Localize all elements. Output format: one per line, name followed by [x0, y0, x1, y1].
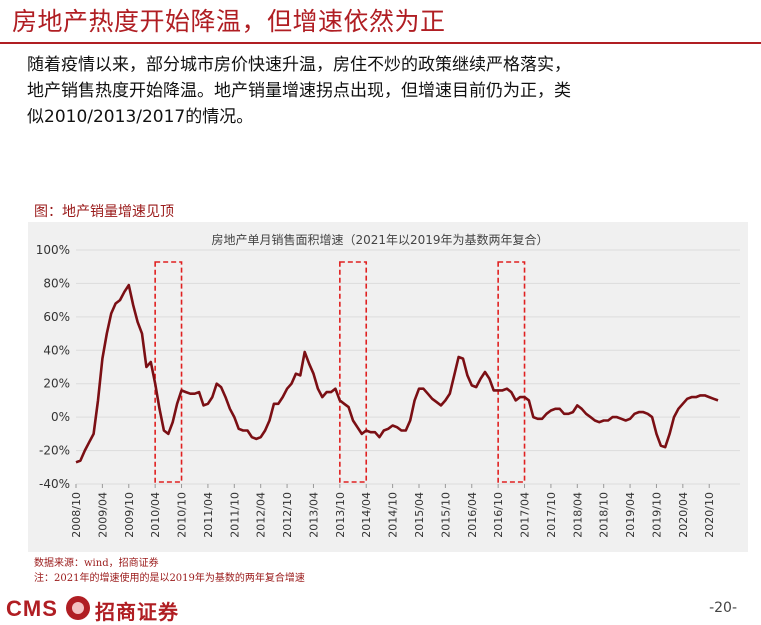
x-tick-label: 2014/04 [360, 492, 373, 538]
page-number: -20- [709, 600, 737, 616]
source-note: 数据来源：wind，招商证券 注：2021年的增速使用的是以2019年为基数的两… [34, 556, 305, 586]
x-tick-label: 2010/04 [149, 492, 162, 538]
chart-panel: 房地产单月销售面积增速（2021年以2019年为基数两年复合） -40% -20%… [28, 222, 748, 552]
x-tick-label: 2019/04 [624, 492, 637, 538]
company-name: 招商证券 [95, 600, 179, 624]
highlight-period-box [154, 261, 183, 483]
x-tick-label: 2018/04 [571, 492, 584, 538]
y-tick-label: -20% [39, 444, 70, 458]
source-line: 数据来源：wind，招商证券 [34, 558, 159, 569]
x-tick-label: 2020/04 [677, 492, 690, 538]
sales-growth-chart: 房地产单月销售面积增速（2021年以2019年为基数两年复合） -40% -20%… [36, 232, 740, 538]
note-line: 注：2021年的增速使用的是以2019年为基数的两年复合增速 [34, 573, 305, 584]
x-tick-label: 2017/04 [519, 492, 532, 538]
x-tick-label: 2014/10 [387, 492, 400, 538]
x-tick-label: 2016/10 [492, 492, 505, 538]
y-tick-label: 100% [36, 243, 70, 257]
y-tick-label: 0% [51, 410, 70, 424]
y-tick-label: 40% [43, 343, 70, 357]
x-tick-label: 2011/10 [228, 492, 241, 538]
y-tick-label: 20% [43, 377, 70, 391]
figure-label: 图：地产销量增速见顶 [34, 204, 174, 220]
cms-logo-text: CMS [6, 596, 58, 621]
x-tick-label: 2019/10 [650, 492, 663, 538]
chart-title: 房地产单月销售面积增速（2021年以2019年为基数两年复合） [211, 232, 548, 247]
highlight-period-box [497, 261, 526, 483]
highlight-period-box [339, 261, 368, 483]
x-tick-label: 2012/04 [255, 492, 268, 538]
x-tick-label: 2011/04 [202, 492, 215, 538]
x-tick-label: 2009/04 [96, 492, 109, 538]
slide-title: 房地产热度开始降温，但增速依然为正 [12, 7, 446, 36]
x-tick-label: 2015/04 [413, 492, 426, 538]
body-line-2: 地产销售热度开始降温。地产销量增速拐点出现，但增速目前仍为正，类 [27, 81, 571, 101]
y-tick-label: 60% [43, 310, 70, 324]
x-tick-label: 2013/04 [307, 492, 320, 538]
body-line-3: 似2010/2013/2017的情况。 [27, 107, 254, 127]
x-tick-label: 2012/10 [281, 492, 294, 538]
title-divider [0, 42, 761, 44]
series-line [75, 283, 719, 464]
y-tick-label: -40% [39, 477, 70, 491]
x-tick-label: 2016/04 [466, 492, 479, 538]
x-tick-label: 2015/10 [439, 492, 452, 538]
x-tick-label: 2018/10 [598, 492, 611, 538]
y-tick-label: 80% [43, 276, 70, 290]
body-text: 随着疫情以来，部分城市房价快速升温，房住不炒的政策继续严格落实， 地产销售热度开… [27, 52, 747, 130]
cms-logo-icon [66, 596, 90, 620]
x-tick-label: 2013/10 [334, 492, 347, 538]
x-tick-label: 2017/10 [545, 492, 558, 538]
x-tick-label: 2020/10 [703, 492, 716, 538]
x-tick-label: 2010/10 [176, 492, 189, 538]
x-tick-label: 2008/10 [70, 492, 83, 538]
body-line-1: 随着疫情以来，部分城市房价快速升温，房住不炒的政策继续严格落实， [27, 55, 571, 75]
x-tick-label: 2009/10 [123, 492, 136, 538]
